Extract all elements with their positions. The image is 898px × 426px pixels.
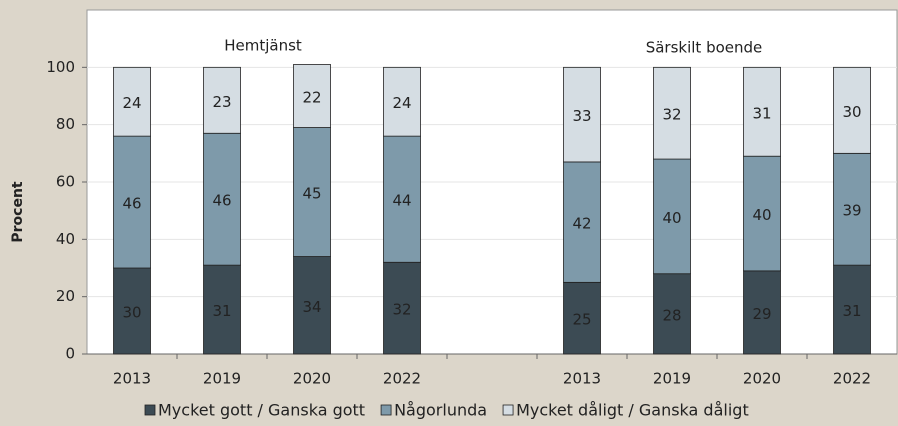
x-tick-label: 2013 <box>563 370 601 388</box>
data-label: 30 <box>122 304 141 322</box>
data-label: 40 <box>662 209 681 227</box>
bar-segment <box>293 256 331 355</box>
data-label: 28 <box>662 306 681 324</box>
bar-segment <box>743 270 781 355</box>
data-label: 31 <box>212 302 231 320</box>
bar-segment <box>203 66 241 134</box>
bar-segment <box>203 264 241 355</box>
bar-segment <box>383 66 421 137</box>
x-tick-label: 2022 <box>833 370 871 388</box>
data-label: 44 <box>392 192 411 210</box>
legend-swatch <box>502 404 514 416</box>
legend-label: Mycket gott / Ganska gott <box>158 401 365 420</box>
data-label: 24 <box>122 94 141 112</box>
bar-segment <box>113 66 151 137</box>
group-label: Hemtjänst <box>224 37 302 55</box>
bar-segment <box>653 66 691 160</box>
data-label: 25 <box>572 311 591 329</box>
data-label: 22 <box>302 89 321 107</box>
legend-label: Någorlunda <box>394 401 487 420</box>
bar-segment <box>293 64 331 128</box>
x-tick-label: 2013 <box>113 370 151 388</box>
x-tick-label: 2020 <box>743 370 781 388</box>
bar-segment <box>563 66 601 163</box>
x-tick-label: 2022 <box>383 370 421 388</box>
data-label: 46 <box>212 192 231 210</box>
bar-segment <box>203 132 241 266</box>
x-tick-label: 2020 <box>293 370 331 388</box>
bar-segment <box>833 152 871 266</box>
x-tick-label: 2019 <box>203 370 241 388</box>
legend-swatch <box>380 404 392 416</box>
bar-segment <box>653 158 691 275</box>
data-label: 32 <box>392 301 411 319</box>
y-tick-label: 40 <box>56 230 75 248</box>
group-label: Särskilt boende <box>646 39 763 57</box>
bar-segment <box>653 273 691 355</box>
bar-segment <box>743 66 781 157</box>
data-label: 33 <box>572 107 591 125</box>
y-tick-label: 20 <box>56 287 75 305</box>
bar-segment <box>833 66 871 154</box>
data-label: 29 <box>752 305 771 323</box>
y-tick-label: 60 <box>56 173 75 191</box>
data-label: 39 <box>842 202 861 220</box>
data-label: 45 <box>302 185 321 203</box>
y-tick-label: 80 <box>56 115 75 133</box>
bar-segment <box>293 127 331 257</box>
data-label: 23 <box>212 93 231 111</box>
data-label: 24 <box>392 94 411 112</box>
data-label: 40 <box>752 206 771 224</box>
data-label: 42 <box>572 215 591 233</box>
y-tick-label: 100 <box>46 58 75 76</box>
data-label: 30 <box>842 103 861 121</box>
legend-swatch <box>144 404 156 416</box>
bar-segment <box>563 281 601 355</box>
x-tick-label: 2019 <box>653 370 691 388</box>
legend-label: Mycket dåligt / Ganska dåligt <box>516 401 749 420</box>
data-label: 34 <box>302 298 321 316</box>
data-label: 31 <box>842 302 861 320</box>
y-axis-label: Procent <box>10 181 26 243</box>
bar-segment <box>113 135 151 269</box>
bar-segment <box>113 267 151 355</box>
data-label: 32 <box>662 106 681 124</box>
data-label: 46 <box>122 195 141 213</box>
data-label: 31 <box>752 104 771 122</box>
y-tick-label: 0 <box>65 345 75 363</box>
bar-segment <box>833 264 871 355</box>
